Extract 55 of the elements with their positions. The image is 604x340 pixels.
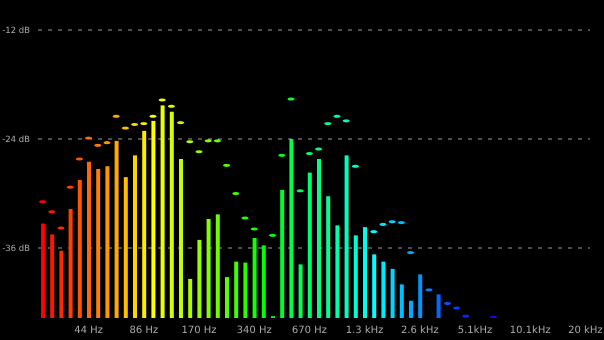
x-tick-label: 5.1kHz xyxy=(458,325,492,336)
bar xyxy=(96,168,100,318)
bar xyxy=(142,130,146,318)
bar xyxy=(400,284,404,318)
bar xyxy=(87,162,91,318)
bar xyxy=(372,254,376,318)
bar xyxy=(160,105,165,318)
x-tick-label: 1.3 kHz xyxy=(346,325,384,336)
bar xyxy=(308,172,312,318)
bar xyxy=(170,112,174,318)
x-tick-label: 340 Hz xyxy=(236,325,272,336)
bar xyxy=(133,155,137,318)
bar xyxy=(289,139,294,318)
bar xyxy=(41,224,45,318)
x-tick-label: 170 Hz xyxy=(181,325,217,336)
bar xyxy=(344,155,349,318)
bar xyxy=(280,190,284,318)
bar xyxy=(105,166,110,318)
bar xyxy=(114,140,119,318)
bar xyxy=(225,277,229,318)
bar xyxy=(317,159,321,318)
bar xyxy=(252,238,257,318)
bar xyxy=(243,262,248,318)
y-tick-label: -24 dB xyxy=(2,135,30,146)
x-tick-label: 2.6 kHz xyxy=(400,325,439,336)
bar xyxy=(151,120,156,318)
bar xyxy=(234,262,238,318)
bar xyxy=(335,225,340,318)
x-tick-label: 10.1kHz xyxy=(510,325,551,336)
x-tick-label: 86 Hz xyxy=(129,325,158,336)
bar xyxy=(78,180,82,318)
y-tick-label: -12 dB xyxy=(2,26,30,36)
x-tick-label: 44 Hz xyxy=(74,325,103,336)
x-tick-label: 670 Hz xyxy=(292,325,327,336)
bar xyxy=(418,274,422,318)
bar xyxy=(216,214,220,318)
x-tick-label: 20 kHz xyxy=(568,325,603,336)
bar xyxy=(298,264,303,318)
bar xyxy=(50,234,54,318)
bar xyxy=(436,294,441,318)
bar xyxy=(363,227,367,318)
bar xyxy=(262,245,266,318)
bar xyxy=(326,196,330,318)
bar xyxy=(188,278,192,318)
bar xyxy=(197,240,202,318)
bar xyxy=(390,268,395,318)
y-tick-label: -36 dB xyxy=(2,244,30,254)
bar xyxy=(124,177,128,318)
bar xyxy=(68,208,73,318)
bar xyxy=(381,262,386,318)
bar xyxy=(409,300,413,318)
bar xyxy=(179,159,183,318)
bar xyxy=(354,235,358,318)
bar xyxy=(59,250,64,318)
bar xyxy=(206,218,211,318)
